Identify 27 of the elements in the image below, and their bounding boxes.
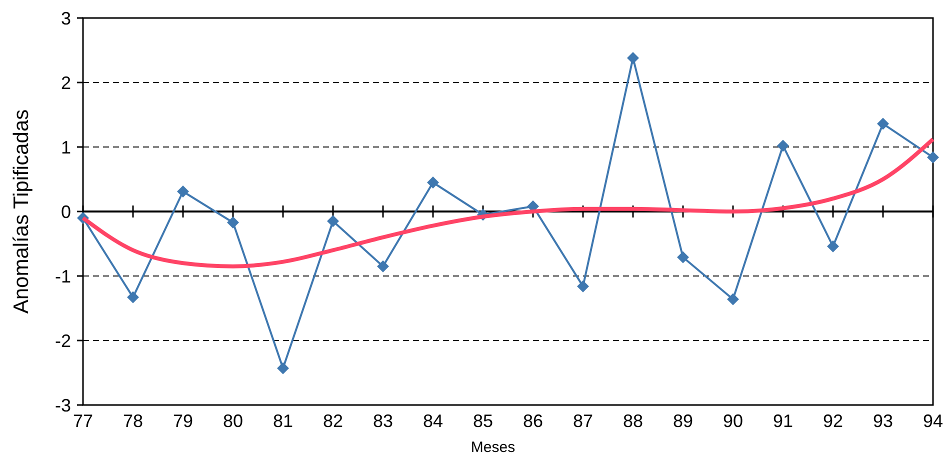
y-tick-label: -2 <box>54 330 71 351</box>
x-tick-label: 90 <box>722 411 744 431</box>
x-tick-label: 83 <box>372 411 394 431</box>
y-tick-label: 0 <box>60 202 71 222</box>
y-tick-label: -3 <box>54 395 71 416</box>
x-tick-label: 88 <box>622 411 644 431</box>
x-tick-label: 82 <box>322 411 344 431</box>
x-tick-label: 79 <box>172 411 194 431</box>
y-tick-label: -1 <box>54 266 71 286</box>
x-tick-label: 89 <box>672 411 694 431</box>
x-tick-label: 93 <box>872 411 894 431</box>
y-axis-title: Anomalías Tipificadas <box>10 109 33 314</box>
x-tick-label: 91 <box>772 411 794 431</box>
x-tick-label: 80 <box>222 411 244 431</box>
x-tick-label: 81 <box>272 411 294 431</box>
x-tick-label: 85 <box>472 411 494 431</box>
y-tick-label: 1 <box>60 137 71 158</box>
x-tick-label: 87 <box>572 411 594 431</box>
y-tick-label: 3 <box>60 8 71 28</box>
x-tick-label: 77 <box>72 411 94 431</box>
y-tick-label: 2 <box>60 72 71 93</box>
x-tick-label: 78 <box>122 411 144 431</box>
x-tick-label: 92 <box>822 411 844 431</box>
x-tick-label: 86 <box>522 411 544 431</box>
x-tick-label: 84 <box>422 411 444 431</box>
x-axis-title: Meses <box>470 439 516 456</box>
x-tick-label: 94 <box>922 411 944 431</box>
